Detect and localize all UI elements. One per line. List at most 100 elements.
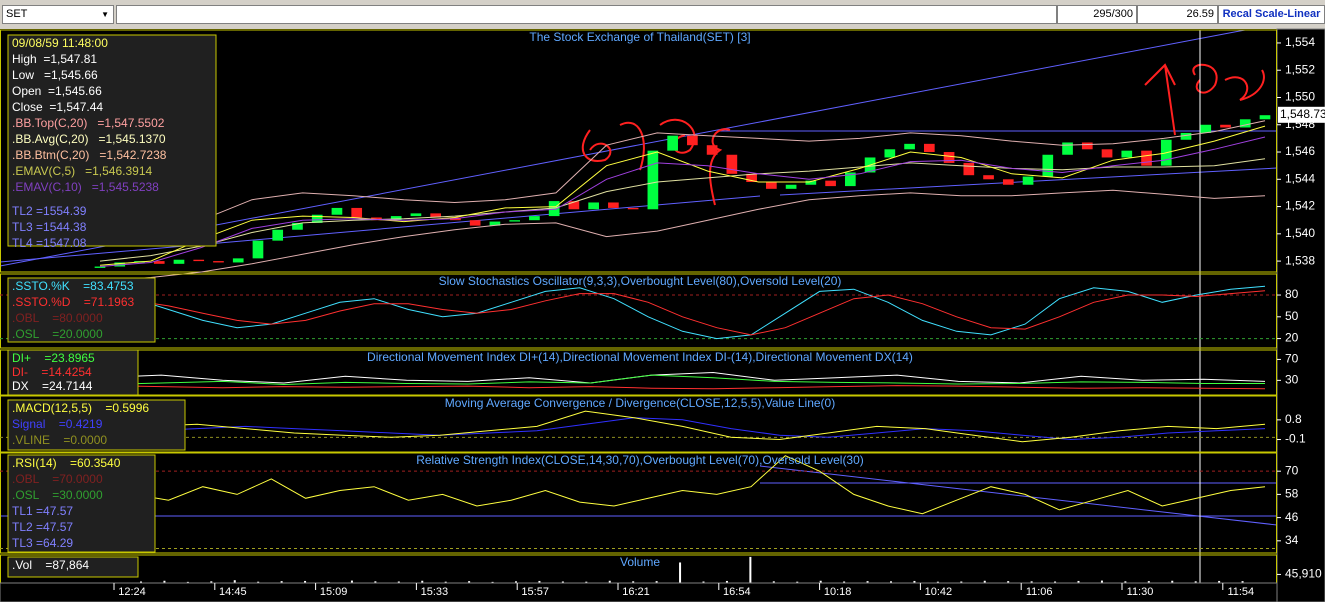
info-line: Signal =0.4219 bbox=[12, 417, 103, 431]
y-tick-label: 30 bbox=[1285, 373, 1299, 387]
dropdown-arrow: ▼ bbox=[101, 10, 109, 19]
y-tick-label: 70 bbox=[1285, 463, 1299, 477]
info-line: Close =1,547.44 bbox=[12, 100, 103, 114]
candle bbox=[687, 135, 698, 146]
y-tick-label: 46 bbox=[1285, 510, 1299, 524]
hand-annotation bbox=[581, 63, 1265, 206]
y-tick-label: 34 bbox=[1285, 533, 1299, 547]
y-tick-label: -0.1 bbox=[1285, 432, 1306, 446]
last-price: 1,548.73 bbox=[1280, 107, 1325, 121]
info-line: DI+ =23.8965 bbox=[12, 351, 95, 365]
series-line bbox=[99, 136, 1266, 267]
candle bbox=[1239, 119, 1251, 128]
y-tick-label: 1,542 bbox=[1285, 199, 1315, 213]
info-box bbox=[7, 399, 186, 451]
volume-bar bbox=[655, 581, 658, 583]
candle bbox=[173, 259, 185, 264]
candle bbox=[706, 145, 718, 155]
y-tick-label: 1,552 bbox=[1285, 62, 1315, 76]
x-tick-label: 15:09 bbox=[320, 586, 348, 598]
volume-bar bbox=[913, 580, 916, 583]
y-tick-label: 58 bbox=[1285, 487, 1299, 501]
info-field bbox=[116, 5, 1057, 24]
info-line: DX =24.7144 bbox=[12, 379, 93, 393]
volume-bar bbox=[233, 580, 236, 583]
y-tick-label: 1,550 bbox=[1285, 90, 1315, 104]
volume-bar bbox=[140, 581, 142, 583]
panel-border bbox=[0, 273, 1277, 349]
volume-bar bbox=[702, 581, 705, 583]
panel-border bbox=[0, 395, 1277, 453]
volume-bar bbox=[491, 581, 494, 583]
candle bbox=[963, 162, 975, 176]
info-line: TL2 =47.57 bbox=[12, 520, 73, 534]
candle bbox=[647, 150, 659, 210]
candle bbox=[1200, 124, 1212, 133]
info-line: .SSTO.%K =83.4753 bbox=[12, 279, 134, 293]
volume-bar bbox=[327, 581, 330, 583]
y-tick-label: 0.8 bbox=[1285, 412, 1302, 426]
series-line bbox=[99, 385, 1266, 390]
value: 26.59 bbox=[1137, 5, 1218, 24]
info-box bbox=[7, 556, 139, 578]
volume-bar bbox=[749, 556, 752, 583]
series-line bbox=[99, 417, 1266, 441]
info-line: TL4 =1547.08 bbox=[12, 236, 87, 250]
candle bbox=[1042, 154, 1054, 177]
series-line bbox=[99, 371, 1266, 384]
scribble bbox=[1144, 63, 1265, 136]
candle bbox=[884, 149, 896, 158]
candle bbox=[627, 207, 639, 210]
panel-title: Slow Stochastics Oscillator(9,3,3),Overb… bbox=[439, 274, 842, 288]
y-tick-label: 50 bbox=[1285, 309, 1299, 323]
candle bbox=[252, 240, 264, 259]
series-line bbox=[99, 189, 1266, 282]
volume-bar bbox=[561, 581, 564, 583]
panel-border bbox=[0, 349, 1277, 396]
panel-border bbox=[0, 452, 1277, 554]
candle bbox=[193, 259, 205, 262]
volume-bar bbox=[772, 581, 775, 583]
volume-bar bbox=[350, 580, 353, 583]
volume-bar bbox=[444, 581, 447, 583]
panel-title: Moving Average Convergence / Divergence(… bbox=[445, 396, 835, 410]
y-tick-label: 45,910 bbox=[1285, 567, 1322, 581]
x-tick-label: 16:54 bbox=[723, 586, 751, 598]
x-tick-label: 14:45 bbox=[219, 586, 247, 598]
series-line bbox=[99, 120, 1266, 242]
y-tick-label: 1,546 bbox=[1285, 144, 1315, 158]
candle bbox=[1101, 149, 1113, 158]
candle bbox=[1141, 150, 1152, 166]
volume-bar bbox=[1171, 580, 1174, 583]
info-box bbox=[7, 349, 139, 396]
panel-border bbox=[0, 29, 1277, 273]
y-tick-label: 80 bbox=[1285, 287, 1299, 301]
last-price-box bbox=[1278, 106, 1325, 123]
volume-bar bbox=[890, 581, 892, 583]
info-line: Low =1,545.66 bbox=[12, 68, 98, 82]
y-tick-label: 1,538 bbox=[1285, 253, 1315, 267]
series-line bbox=[99, 455, 1266, 515]
candle bbox=[726, 154, 738, 174]
info-line: .EMAV(C,10) =1,545.5238 bbox=[12, 180, 159, 194]
symbol-select[interactable]: SET ▼ bbox=[2, 5, 114, 24]
candle bbox=[608, 202, 619, 208]
candle bbox=[430, 213, 442, 218]
candle bbox=[371, 217, 382, 221]
volume-bar bbox=[468, 581, 471, 583]
recal-button[interactable]: Recal Scale-Linear bbox=[1218, 5, 1325, 24]
panel-title: Volume bbox=[620, 555, 660, 569]
candle bbox=[311, 214, 323, 223]
candle bbox=[943, 152, 955, 163]
candle bbox=[153, 261, 165, 264]
series-line bbox=[99, 410, 1266, 443]
info-box bbox=[7, 454, 156, 553]
series-line bbox=[99, 125, 1266, 266]
candle bbox=[1081, 142, 1093, 150]
volume-bar bbox=[186, 581, 189, 583]
volume-bar bbox=[257, 581, 260, 583]
candle bbox=[746, 173, 757, 183]
candle bbox=[1121, 150, 1133, 158]
candle bbox=[331, 207, 343, 215]
volume-bar bbox=[679, 562, 682, 583]
